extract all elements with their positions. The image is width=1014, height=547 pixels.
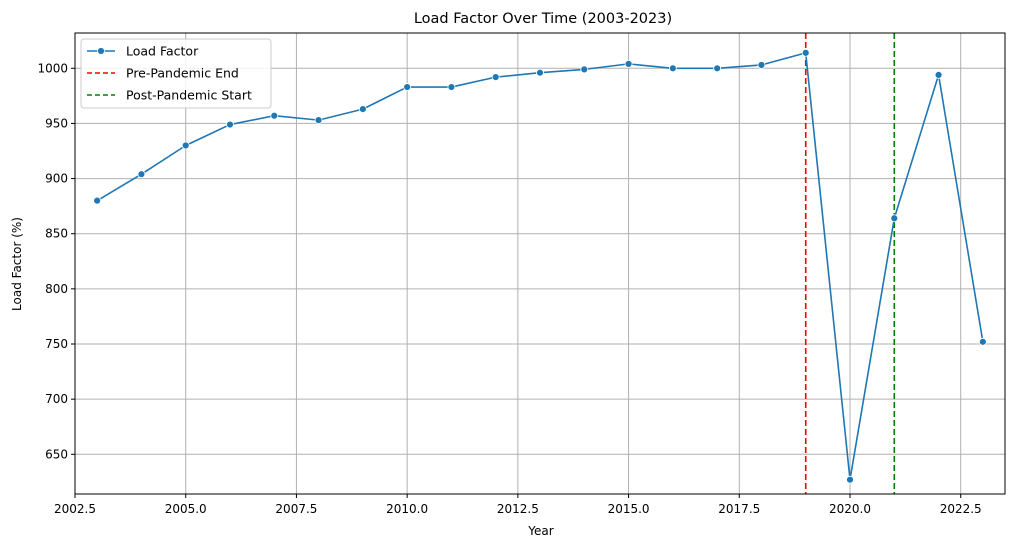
data-point bbox=[580, 65, 589, 74]
data-point bbox=[491, 73, 500, 82]
x-tick-label: 2015.0 bbox=[608, 502, 650, 516]
chart-title: Load Factor Over Time (2003-2023) bbox=[414, 11, 672, 27]
data-point bbox=[757, 61, 766, 69]
y-tick-label: 650 bbox=[45, 447, 68, 461]
y-tick-label: 900 bbox=[45, 172, 68, 186]
data-point bbox=[403, 83, 412, 91]
y-tick-label: 700 bbox=[45, 392, 68, 406]
data-point bbox=[668, 64, 677, 73]
y-tick-label: 950 bbox=[45, 116, 68, 130]
data-point bbox=[314, 116, 323, 125]
x-tick-label: 2010.0 bbox=[386, 502, 428, 516]
y-tick-label: 750 bbox=[45, 337, 68, 351]
legend: Load Factor Pre-Pandemic End Post-Pandemic… bbox=[80, 38, 272, 109]
data-point bbox=[181, 141, 190, 150]
data-point bbox=[934, 71, 943, 79]
data-point bbox=[447, 83, 456, 91]
y-axis-ticks: 650 700 750 800 850 900 950 1000 bbox=[37, 61, 75, 461]
data-point bbox=[846, 475, 854, 484]
data-point bbox=[226, 120, 234, 129]
grid-lines bbox=[74, 33, 1005, 494]
x-axis-title: Year bbox=[527, 524, 553, 538]
x-tick-label: 2002.5 bbox=[54, 502, 96, 516]
y-tick-label: 800 bbox=[45, 282, 68, 296]
y-axis-title: Load Factor (%) bbox=[10, 217, 24, 311]
x-tick-label: 2020.0 bbox=[829, 502, 871, 516]
data-point bbox=[713, 64, 722, 73]
x-axis-ticks: 2002.5 2005.0 2007.5 2010.0 2012.5 2015.0 2017… bbox=[54, 494, 982, 516]
plot-area-frame bbox=[74, 32, 1006, 495]
x-tick-label: 2017.5 bbox=[718, 502, 760, 516]
x-tick-label: 2007.5 bbox=[275, 502, 317, 516]
reference-lines bbox=[804, 33, 896, 494]
data-point bbox=[801, 48, 810, 57]
x-tick-label: 2005.0 bbox=[165, 502, 207, 516]
legend-label: Pre-Pandemic End bbox=[126, 66, 239, 81]
data-point bbox=[93, 196, 102, 205]
data-series bbox=[93, 48, 987, 484]
data-point bbox=[137, 170, 146, 179]
data-point bbox=[624, 59, 633, 68]
legend-marker bbox=[97, 47, 105, 55]
data-point bbox=[270, 111, 279, 120]
data-point bbox=[890, 214, 899, 223]
legend-label: Post-Pandemic Start bbox=[126, 88, 252, 103]
legend-label: Load Factor bbox=[126, 44, 199, 59]
x-tick-label: 2022.5 bbox=[940, 502, 982, 516]
y-tick-label: 1000 bbox=[37, 61, 68, 75]
data-point bbox=[536, 68, 544, 77]
legend-box bbox=[80, 38, 272, 109]
y-tick-label: 850 bbox=[45, 227, 68, 241]
x-tick-label: 2012.5 bbox=[497, 502, 539, 516]
data-point bbox=[358, 105, 367, 113]
data-point bbox=[978, 337, 987, 346]
